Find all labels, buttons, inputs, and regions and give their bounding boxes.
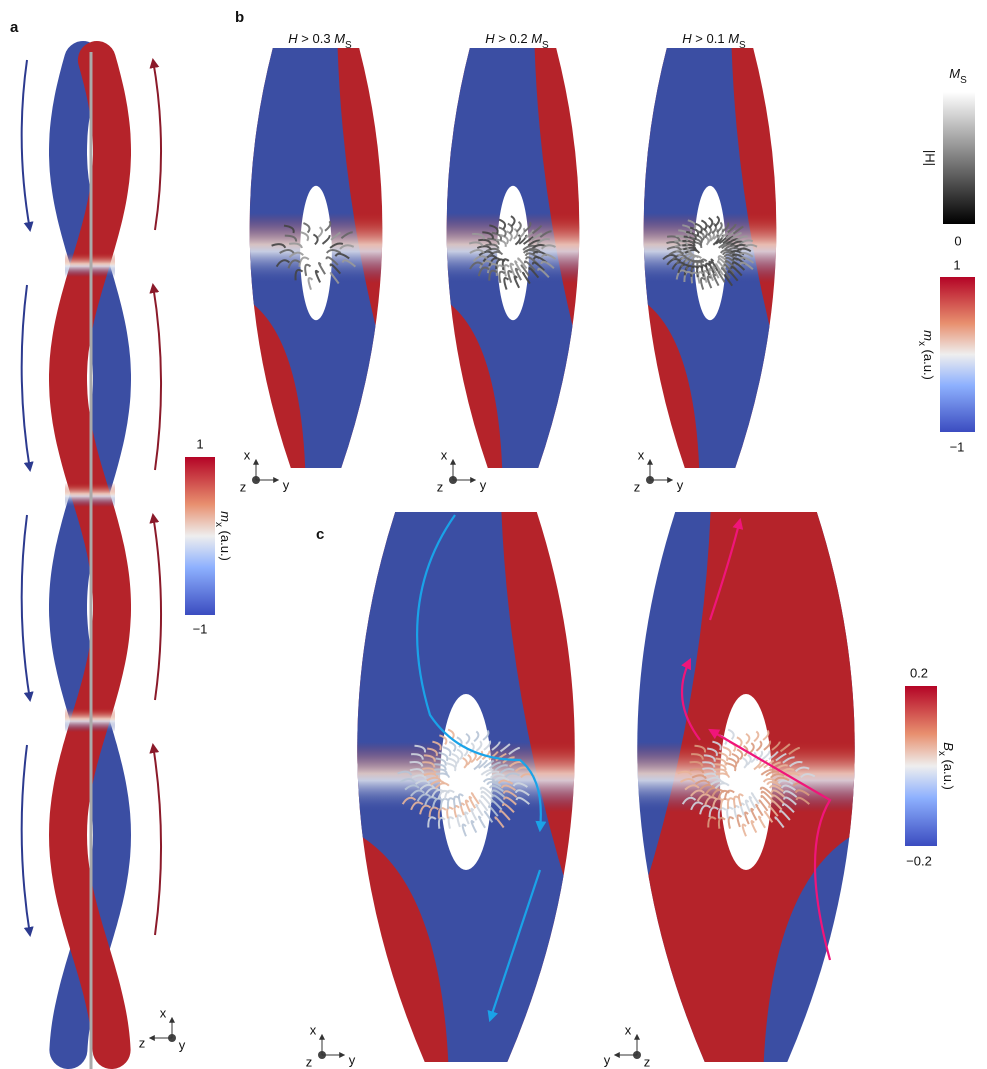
flow-arrow	[22, 285, 30, 470]
flow-arrow	[22, 60, 30, 230]
axis-label: x	[625, 1022, 632, 1037]
axis-label: z	[437, 479, 444, 494]
axis-label: z	[306, 1054, 313, 1069]
flow-arrow	[153, 515, 161, 700]
axis-label: x	[244, 447, 251, 462]
axis-label: z	[644, 1054, 651, 1069]
colorbar	[185, 457, 215, 615]
text-part: m	[218, 511, 233, 522]
colorbar-max: 0.2	[910, 665, 928, 680]
colorbar	[943, 92, 975, 224]
text-part: M	[531, 31, 542, 46]
axis-label: z	[240, 479, 247, 494]
axis-label: y	[179, 1037, 186, 1052]
axis-label: y	[480, 477, 487, 492]
axis-label: y	[604, 1052, 611, 1067]
tube-view	[412, 48, 614, 468]
text-part: m	[921, 330, 936, 341]
text-part: B	[941, 742, 956, 751]
text-part: M	[949, 66, 960, 81]
text-part: S	[960, 75, 967, 86]
colorbar	[940, 277, 975, 432]
text-part: > 0.2	[495, 31, 532, 46]
panel-label: c	[316, 526, 324, 543]
colorbar-max: 1	[196, 436, 203, 451]
tube-view	[215, 48, 417, 468]
figure: a1−1mx (a.u.)xzybH > 0.3 MSxyzH > 0.2 MS…	[0, 0, 987, 1069]
colorbar-label: mx (a.u.)	[916, 330, 936, 380]
text-part: M	[728, 31, 739, 46]
flow-arrow	[153, 285, 161, 470]
colorbar-min: −1	[193, 621, 208, 636]
flow-arrow	[22, 515, 30, 700]
tube-view	[581, 512, 911, 1062]
colorbar	[905, 686, 937, 846]
panel-label: b	[235, 9, 244, 26]
colorbar-label: |H|	[923, 150, 938, 166]
axis-label: x	[638, 447, 645, 462]
axis-label: y	[349, 1052, 356, 1067]
flow-arrow	[153, 60, 161, 230]
text-part: M	[334, 31, 345, 46]
flow-arrow	[153, 745, 161, 935]
flow-arrow	[22, 745, 30, 935]
axis-label: z	[634, 479, 641, 494]
text-part: (a.u.)	[218, 527, 233, 561]
axis-label: x	[441, 447, 448, 462]
axis-label: x	[310, 1022, 317, 1037]
colorbar-min: −1	[950, 439, 965, 454]
colorbar-label: mx (a.u.)	[213, 511, 233, 561]
colorbar-label: Bx (a.u.)	[936, 742, 956, 790]
tube-view	[609, 48, 811, 468]
axis-label: z	[139, 1035, 146, 1050]
colorbar-min: 0	[954, 233, 961, 248]
colorbar-max: MS	[949, 66, 967, 86]
text-part: (a.u.)	[921, 346, 936, 380]
axis-label: y	[677, 477, 684, 492]
colorbar-min: −0.2	[906, 853, 932, 868]
tube-view	[301, 512, 631, 1062]
text-part: (a.u.)	[941, 756, 956, 790]
text-part: > 0.3	[298, 31, 335, 46]
axis-label: y	[283, 477, 290, 492]
text-part: > 0.1	[692, 31, 729, 46]
axis-label: x	[160, 1005, 167, 1020]
panel-label: a	[10, 19, 19, 36]
colorbar-max: 1	[953, 257, 960, 272]
